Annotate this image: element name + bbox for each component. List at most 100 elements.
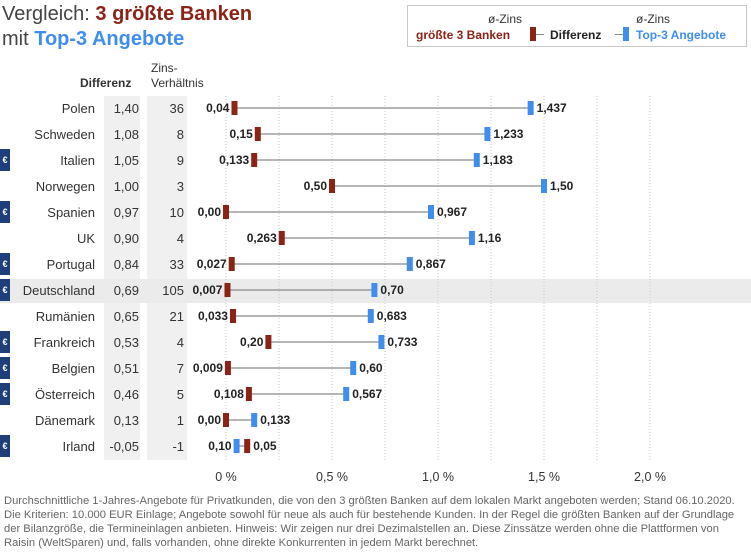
big-banks-value-label: 0,033 <box>198 309 228 323</box>
ratio-value: 5 <box>177 387 184 402</box>
ratio-value: 3 <box>177 179 184 194</box>
title-highlight-big-banks: 3 größte Banken <box>95 3 253 25</box>
ratio-column-bg <box>147 96 187 460</box>
top3-value-label: 0,05 <box>253 439 277 453</box>
euro-marker-icon <box>0 357 10 379</box>
euro-marker-icon <box>0 279 10 301</box>
big-banks-value-label: 0,00 <box>198 413 222 427</box>
top3-marker <box>233 439 240 453</box>
difference-value: 0,53 <box>114 335 139 350</box>
euro-marker-label: € <box>2 389 7 399</box>
top3-value-label: 0,70 <box>380 283 404 297</box>
column-header-difference: Differenz <box>80 76 132 90</box>
x-tick-label: 2,0 % <box>634 470 666 484</box>
ratio-value: 21 <box>170 309 184 324</box>
x-tick-label: 0 % <box>215 470 237 484</box>
top3-marker <box>428 205 435 219</box>
top3-value-label: 1,50 <box>550 179 574 193</box>
difference-value: 0,13 <box>114 413 139 428</box>
big-banks-value-label: 0,00 <box>198 205 222 219</box>
legend-top3-top: ø-Zins <box>636 12 670 26</box>
euro-marker-icon <box>0 253 10 275</box>
footnote: Durchschnittliche 1-Jahres-Angebote für … <box>4 495 735 549</box>
euro-marker-label: € <box>2 259 7 269</box>
difference-value: 0,69 <box>114 283 139 298</box>
country-label: Österreich <box>35 387 95 402</box>
top3-value-label: 0,567 <box>352 387 382 401</box>
top3-value-label: 0,133 <box>260 413 290 427</box>
euro-marker-label: € <box>2 155 7 165</box>
difference-value: 0,97 <box>114 205 139 220</box>
big-banks-value-label: 0,50 <box>304 179 328 193</box>
country-label: Polen <box>62 101 95 116</box>
title-line-1: Vergleich: 3 größte Banken <box>2 2 252 27</box>
country-label: Schweden <box>34 127 95 142</box>
big-banks-marker <box>244 439 251 453</box>
ratio-value: 10 <box>170 205 184 220</box>
big-banks-marker <box>278 231 285 245</box>
ratio-value: 1 <box>177 413 184 428</box>
euro-marker-icon <box>0 435 10 457</box>
big-banks-value-label: 0,007 <box>192 283 222 297</box>
ratio-value: 4 <box>177 231 184 246</box>
top3-value-label: 1,233 <box>493 127 523 141</box>
title-line-2: mit Top-3 Angebote <box>2 27 252 52</box>
title-prefix-1: Vergleich: <box>2 3 96 25</box>
top3-marker <box>350 361 357 375</box>
difference-value: 0,46 <box>114 387 139 402</box>
ratio-value: 105 <box>162 283 184 298</box>
top3-value-label: 0,867 <box>416 257 446 271</box>
country-label: Portugal <box>47 257 96 272</box>
ratio-value: 4 <box>177 335 184 350</box>
title-highlight-top3: Top-3 Angebote <box>34 28 185 50</box>
country-label: UK <box>77 231 95 246</box>
big-banks-value-label: 0,027 <box>197 257 227 271</box>
country-label: Spanien <box>47 205 95 220</box>
big-banks-marker <box>223 413 229 427</box>
euro-marker-icon <box>0 383 10 405</box>
legend-difference-label: Differenz <box>550 28 602 42</box>
ratio-value: 33 <box>170 257 184 272</box>
top3-value-label: 1,16 <box>478 231 502 245</box>
x-tick-label: 0,5 % <box>316 470 348 484</box>
top3-value-label: 0,60 <box>359 361 383 375</box>
big-banks-marker <box>224 361 231 375</box>
difference-value: 0,65 <box>114 309 139 324</box>
column-header-ratio-1: Zins- <box>151 61 178 75</box>
difference-value: 0,84 <box>114 257 139 272</box>
big-banks-value-label: 0,263 <box>247 231 277 245</box>
country-label: Norwegen <box>36 179 95 194</box>
euro-marker-label: € <box>2 441 7 451</box>
big-banks-value-label: 0,04 <box>206 101 230 115</box>
top3-marker <box>343 387 350 401</box>
top3-marker <box>378 335 385 349</box>
country-label: Irland <box>62 439 95 454</box>
legend-big-banks-top: ø-Zins <box>488 12 522 26</box>
ratio-value: 36 <box>170 101 184 116</box>
difference-value: 1,08 <box>114 127 139 142</box>
big-banks-marker <box>254 127 261 141</box>
big-banks-marker <box>245 387 252 401</box>
top3-marker <box>484 127 491 141</box>
top3-value-label: 0,683 <box>377 309 407 323</box>
difference-value: 0,90 <box>114 231 139 246</box>
legend-big-banks-line <box>536 34 544 35</box>
chart-title: Vergleich: 3 größte Banken mit Top-3 Ang… <box>2 2 252 52</box>
top3-marker <box>371 283 378 297</box>
country-label: Dänemark <box>35 413 95 428</box>
big-banks-value-label: 0,20 <box>240 335 264 349</box>
x-tick-label: 1,5 % <box>528 470 560 484</box>
top3-marker <box>541 179 547 193</box>
dumbbell-chart: 0 % 0,5 % 1,0 % 1,5 % 2,0 % Polen 1,40 36 0,04 1,… <box>0 96 666 484</box>
country-label: Italien <box>60 153 95 168</box>
big-banks-value-label: 0,108 <box>214 387 244 401</box>
ratio-value: 9 <box>177 153 184 168</box>
euro-marker-label: € <box>2 337 7 347</box>
big-banks-marker <box>251 153 258 167</box>
column-header-ratio-2: Verhältnis <box>151 76 204 90</box>
top3-marker <box>527 101 534 115</box>
top3-value-label: 1,183 <box>483 153 513 167</box>
country-label: Deutschland <box>23 283 95 298</box>
ratio-value: 7 <box>177 361 184 376</box>
euro-marker-label: € <box>2 207 7 217</box>
